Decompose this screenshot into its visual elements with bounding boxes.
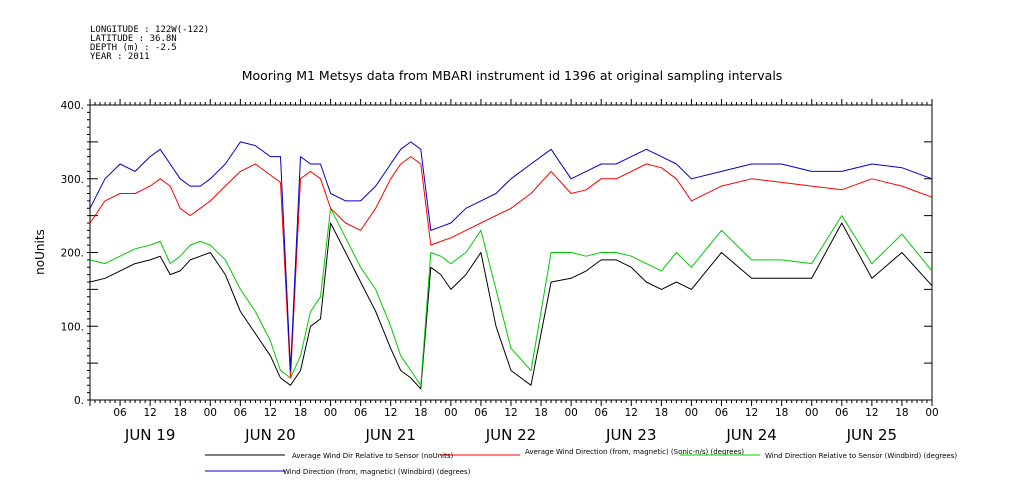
x-hour-label: 12: [625, 407, 638, 419]
x-hour-label: 00: [685, 407, 698, 419]
y-tick-label: 100.: [61, 321, 84, 333]
x-day-label: JUN 23: [605, 426, 656, 444]
x-hour-label: 12: [745, 407, 758, 419]
x-hour-label: 18: [895, 407, 908, 419]
plot-frame: [89, 104, 933, 401]
series-line-0: [89, 222, 933, 390]
x-hour-label: 12: [143, 407, 156, 419]
x-hour-label: 06: [354, 407, 368, 419]
chart-title: Mooring M1 Metsys data from MBARI instru…: [242, 68, 783, 83]
series-line-3: [89, 141, 933, 371]
x-hour-label: 12: [865, 407, 878, 419]
legend-label-windbird-relative: Wind Direction Relative to Sensor (Windb…: [765, 452, 957, 460]
x-hour-label: 18: [414, 407, 427, 419]
legend: Average Wind Dir Relative to Sensor (noU…: [205, 448, 957, 476]
y-tick-label: 200.: [61, 248, 84, 260]
y-tick-label: 300.: [61, 174, 84, 186]
x-hour-label: 06: [474, 407, 488, 419]
legend-label-sensor-relative: Average Wind Dir Relative to Sensor (noU…: [292, 452, 453, 460]
y-axis-label: noUnits: [33, 229, 47, 275]
series-line-2: [89, 207, 933, 386]
x-day-label: JUN 19: [124, 426, 175, 444]
x-day-label: JUN 22: [485, 426, 536, 444]
depth-text: DEPTH (m) : -2.5: [90, 43, 177, 53]
x-hour-label: 12: [504, 407, 517, 419]
x-hour-label: 18: [294, 407, 307, 419]
x-hour-label: 06: [595, 407, 609, 419]
x-hour-label: 06: [113, 407, 127, 419]
x-axis: 06 12 18 00 06 12 18 00 06 12 18 00 06 12 18 00 06 12 18 00…: [89, 99, 939, 444]
y-tick-label: 0.: [74, 395, 84, 407]
legend-label-sonic: Average Wind Direction (from, magnetic) …: [525, 448, 744, 456]
x-hour-label: 18: [775, 407, 788, 419]
x-hour-label: 12: [384, 407, 397, 419]
year-text: YEAR : 2011: [90, 52, 150, 62]
legend-label-windbird-magnetic: Wind Direction (from, magnetic) (Windbir…: [283, 468, 471, 476]
x-hour-label: 06: [715, 407, 729, 419]
series-line-1: [89, 156, 933, 379]
x-hour-label: 18: [534, 407, 547, 419]
x-day-label: JUN 24: [725, 426, 776, 444]
x-hour-label: 12: [264, 407, 277, 419]
x-day-label: JUN 21: [364, 426, 415, 444]
x-hour-label: 00: [925, 407, 938, 419]
x-hour-label: 06: [835, 407, 849, 419]
x-hour-label: 00: [324, 407, 337, 419]
x-hour-label: 00: [564, 407, 577, 419]
x-day-label: JUN 20: [244, 426, 295, 444]
y-tick-label: 400.: [61, 100, 84, 112]
x-hour-label: 18: [655, 407, 668, 419]
y-axis: 0. 100. 200. 300. 400.: [61, 100, 932, 407]
x-hour-label: 00: [805, 407, 818, 419]
x-day-label: JUN 25: [846, 426, 897, 444]
x-hour-label: 00: [444, 407, 457, 419]
x-hour-label: 18: [174, 407, 187, 419]
latitude-text: LATITUDE : 36.8N: [90, 34, 177, 44]
x-hour-label: 06: [234, 407, 248, 419]
x-hour-label: 00: [204, 407, 217, 419]
longitude-text: LONGITUDE : 122W(-122): [90, 25, 209, 35]
data-series: [89, 141, 933, 390]
